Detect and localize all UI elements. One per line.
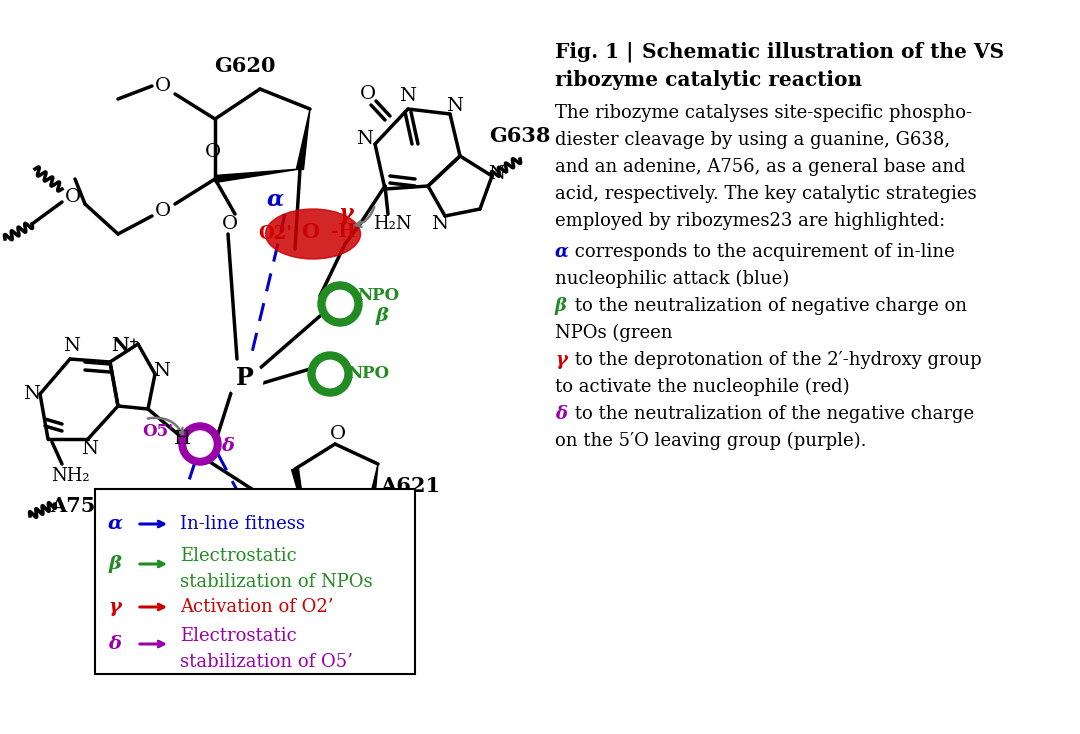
Text: Activation of O2’: Activation of O2’ (180, 598, 334, 616)
Text: A756: A756 (50, 496, 110, 516)
Text: O5': O5' (143, 424, 174, 440)
Text: Fig. 1 |: Fig. 1 | (555, 42, 640, 62)
Text: N: N (81, 440, 98, 458)
Text: α: α (267, 188, 284, 210)
Text: −: − (321, 361, 341, 385)
Text: to the neutralization of negative charge on: to the neutralization of negative charge… (569, 297, 967, 315)
Text: ribozyme catalytic reaction: ribozyme catalytic reaction (555, 70, 862, 90)
Text: O: O (205, 143, 221, 161)
Text: G620: G620 (214, 56, 275, 76)
Text: NPO: NPO (347, 366, 389, 382)
Text: Electrostatic: Electrostatic (180, 627, 297, 645)
Text: on the 5′O leaving group (purple).: on the 5′O leaving group (purple). (555, 432, 866, 450)
Text: Electrostatic: Electrostatic (180, 547, 297, 565)
Text: nucleophilic attack (blue): nucleophilic attack (blue) (555, 270, 789, 288)
Text: -H: -H (330, 223, 355, 241)
Text: O: O (154, 202, 171, 220)
Text: A621: A621 (380, 476, 440, 496)
Text: N: N (400, 87, 417, 105)
Text: N: N (153, 362, 171, 380)
Text: O: O (360, 85, 376, 103)
Text: α: α (108, 515, 122, 533)
Text: N: N (24, 385, 41, 403)
Text: γ: γ (338, 203, 352, 225)
Text: P: P (237, 366, 254, 390)
Circle shape (187, 431, 213, 457)
Text: NPOs (green: NPOs (green (555, 324, 673, 342)
Text: δ: δ (221, 437, 234, 455)
Text: NPO: NPO (356, 288, 400, 305)
Text: to activate the nucleophile (red): to activate the nucleophile (red) (555, 378, 850, 396)
Text: corresponds to the acquirement of in-line: corresponds to the acquirement of in-lin… (569, 243, 955, 261)
Text: stabilization of O5’: stabilization of O5’ (180, 653, 353, 671)
Circle shape (318, 282, 362, 326)
Text: O: O (301, 222, 319, 242)
Text: N: N (64, 337, 81, 355)
Text: to the neutralization of the negative charge: to the neutralization of the negative ch… (569, 405, 974, 423)
Text: γ: γ (555, 351, 567, 369)
Text: G638: G638 (489, 126, 551, 146)
Bar (95, 489, 415, 674)
Text: β: β (108, 555, 121, 573)
Text: β: β (376, 307, 389, 325)
Text: to the deprotonation of the 2′-hydroxy group: to the deprotonation of the 2′-hydroxy g… (569, 351, 982, 369)
Text: β: β (555, 297, 567, 315)
Text: α: α (555, 243, 569, 261)
Text: δ: δ (108, 635, 121, 653)
Text: N: N (488, 165, 505, 183)
Ellipse shape (266, 209, 361, 259)
Text: and an adenine, A756, as a general base and: and an adenine, A756, as a general base … (555, 158, 966, 176)
Text: Schematic illustration of the VS: Schematic illustration of the VS (642, 42, 1004, 62)
Text: O: O (362, 550, 378, 568)
Polygon shape (297, 109, 310, 170)
Text: stabilization of NPOs: stabilization of NPOs (180, 573, 373, 591)
Text: N: N (432, 215, 448, 233)
Text: H: H (174, 430, 190, 448)
Text: O2': O2' (258, 225, 292, 243)
Text: employed by ribozymes23 are highlighted:: employed by ribozymes23 are highlighted: (555, 212, 945, 230)
Text: HO: HO (320, 550, 352, 568)
Circle shape (326, 291, 353, 318)
Text: The ribozyme catalyses site-specific phospho-: The ribozyme catalyses site-specific pho… (555, 104, 972, 122)
Text: .: . (850, 70, 856, 89)
Text: acid, respectively. The key catalytic strategies: acid, respectively. The key catalytic st… (555, 185, 976, 203)
Polygon shape (366, 464, 378, 512)
Text: O: O (65, 188, 81, 206)
Text: O: O (154, 77, 171, 95)
Text: δ: δ (555, 405, 567, 423)
Circle shape (179, 423, 221, 465)
Text: H₂N: H₂N (373, 215, 411, 233)
Polygon shape (215, 169, 300, 183)
Text: N⁺: N⁺ (111, 337, 139, 355)
Text: NH₂: NH₂ (51, 467, 90, 485)
Text: diester cleavage by using a guanine, G638,: diester cleavage by using a guanine, G63… (555, 131, 950, 149)
Text: In-line fitness: In-line fitness (180, 515, 305, 533)
Text: N: N (356, 130, 374, 148)
Text: N: N (446, 97, 463, 115)
Circle shape (308, 352, 352, 396)
Text: O: O (221, 215, 238, 233)
Text: γ: γ (109, 598, 121, 616)
Circle shape (227, 361, 264, 397)
Circle shape (316, 360, 343, 388)
Text: O: O (329, 425, 346, 443)
Polygon shape (292, 468, 305, 516)
